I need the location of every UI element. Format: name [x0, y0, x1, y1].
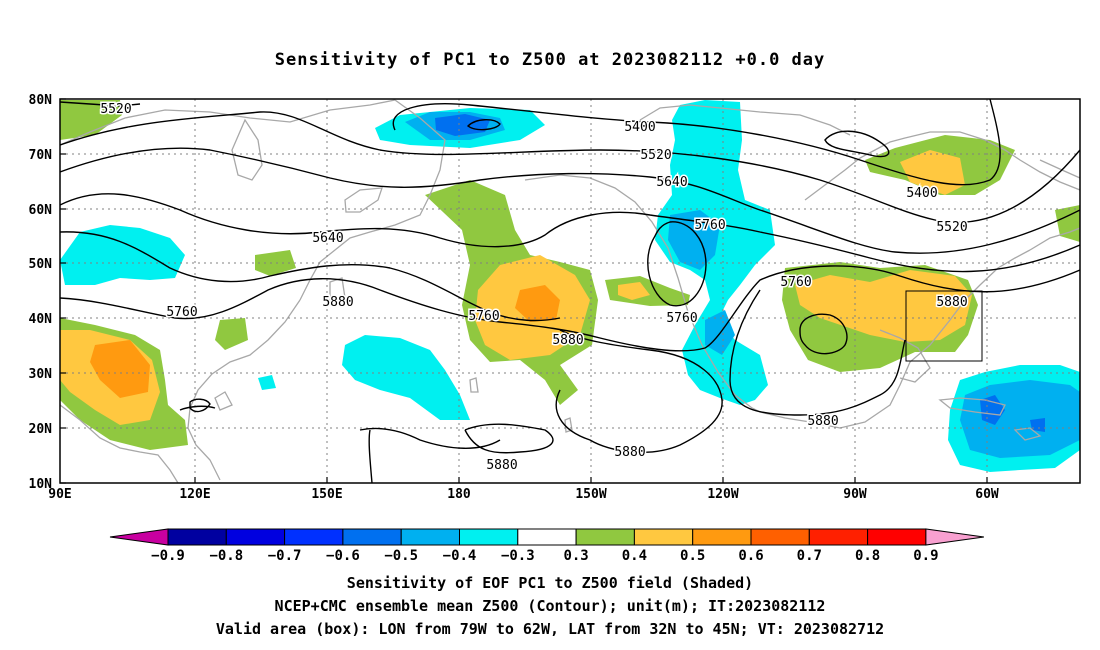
contour-label: 5760: [694, 218, 725, 233]
colorbar-left-tip: [109, 528, 169, 546]
caption-line-1: Sensitivity of EOF PC1 to Z500 field (Sh…: [346, 574, 754, 592]
lat-label: 50N: [29, 257, 53, 272]
contour-label: 5400: [906, 186, 937, 201]
colorbar-cell: [808, 528, 869, 546]
lon-label: 90E: [48, 487, 71, 502]
contour-label: 5880: [552, 333, 583, 348]
contour-label: 5760: [666, 311, 697, 326]
lat-label: 70N: [29, 148, 53, 163]
contour-label: 5400: [624, 120, 655, 135]
colorbar-cell: [867, 528, 927, 546]
map-frame: [59, 98, 1081, 484]
colorbar-label: −0.6: [326, 548, 360, 564]
lat-label: 60N: [29, 203, 53, 218]
colorbar-cell: [633, 528, 694, 546]
colorbar-label: −0.8: [209, 548, 243, 564]
lat-label: 30N: [29, 367, 53, 382]
colorbar-cell: [225, 528, 286, 546]
colorbar-right-tip: [925, 528, 984, 546]
lat-label: 20N: [29, 422, 53, 437]
colorbar-label: −0.9: [151, 548, 185, 564]
colorbar-label: −0.3: [501, 548, 535, 564]
colorbar-cell: [459, 528, 519, 546]
colorbar-cell: [692, 528, 752, 546]
contour-label: 5520: [936, 220, 967, 235]
lon-label: 180: [447, 487, 471, 502]
contour-label: 5880: [936, 295, 967, 310]
contour-label: 5760: [468, 309, 499, 324]
colorbar-cell: [750, 528, 810, 546]
contour-label: 5760: [166, 305, 197, 320]
lon-label: 120E: [179, 487, 210, 502]
sensitivity-shading: [60, 100, 1080, 472]
colorbar-label: −0.7: [268, 548, 302, 564]
colorbar-label: 0.6: [738, 548, 763, 564]
axis-ticks: [60, 98, 988, 484]
colorbar-label: 0.9: [913, 548, 938, 564]
lon-label: 150E: [311, 487, 342, 502]
colorbar-label: 0.4: [622, 548, 647, 564]
lon-label: 120W: [707, 487, 738, 502]
colorbar-cell: [575, 528, 635, 546]
colorbar: −0.9 −0.8 −0.7 −0.6 −0.5 −0.4 −0.3 0.3 0.4 0.5 0.6…: [109, 528, 984, 564]
lon-label: 60W: [975, 487, 999, 502]
colorbar-label: 0.3: [563, 548, 588, 564]
lat-label: 80N: [29, 93, 53, 108]
lat-label: 10N: [29, 477, 53, 492]
lat-label: 40N: [29, 312, 53, 327]
colorbar-cell: [342, 528, 402, 546]
caption-line-2: NCEP+CMC ensemble mean Z500 (Contour); u…: [274, 597, 826, 615]
colorbar-cell: [400, 528, 461, 546]
contour-label: 5640: [656, 175, 687, 190]
graticule: [60, 99, 1080, 483]
contour-label: 5880: [614, 445, 645, 460]
contour-label: 5520: [640, 148, 671, 163]
lon-label: 90W: [843, 487, 867, 502]
contour-labels: 5520 5400 5520 5640 5760 5400 5520 5640 5880 5760…: [99, 101, 969, 475]
lat-labels: 80N 70N 60N 50N 40N 30N 20N 10N: [29, 93, 53, 492]
map-title: Sensitivity of PC1 to Z500 at 2023082112…: [274, 50, 826, 70]
caption-line-3: Valid area (box): LON from 79W to 62W, L…: [215, 620, 885, 638]
colorbar-cell: [517, 528, 577, 546]
colorbar-cell: [284, 528, 344, 546]
valid-area-box: [905, 290, 983, 362]
colorbar-cell: [167, 528, 227, 546]
colorbar-label: −0.4: [443, 548, 477, 564]
lon-labels: 90E 120E 150E 180 150W 120W 90W 60W: [48, 487, 999, 502]
contour-label: 5880: [486, 458, 517, 473]
colorbar-label: −0.5: [384, 548, 418, 564]
contour-label: 5880: [322, 295, 353, 310]
colorbar-label: 0.5: [680, 548, 705, 564]
z500-contours: [60, 99, 1080, 483]
contour-label: 5760: [780, 275, 811, 290]
lon-label: 150W: [575, 487, 606, 502]
contour-label: 5880: [807, 414, 838, 429]
contour-label: 5520: [100, 102, 131, 117]
contour-label: 5640: [312, 231, 343, 246]
colorbar-label: 0.7: [797, 548, 822, 564]
colorbar-label: 0.8: [855, 548, 880, 564]
